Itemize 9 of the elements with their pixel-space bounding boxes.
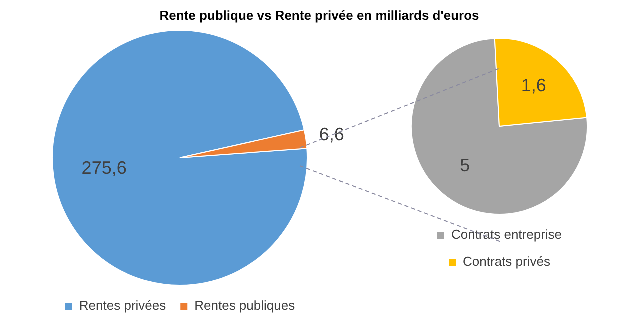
data-label: 5 <box>460 156 470 176</box>
legend-label: Rentes privées <box>79 298 167 314</box>
legend-label: Contrats privés <box>463 254 551 270</box>
legend-label: Rentes publiques <box>194 298 296 314</box>
data-label: 275,6 <box>82 158 127 178</box>
data-label: 1,6 <box>521 75 546 96</box>
chart-title: Rente publique vs Rente privée en milliards d'euros <box>158 7 480 25</box>
data-label: 6,6 <box>319 124 344 144</box>
legend-label: Contrats entreprise <box>451 227 562 242</box>
